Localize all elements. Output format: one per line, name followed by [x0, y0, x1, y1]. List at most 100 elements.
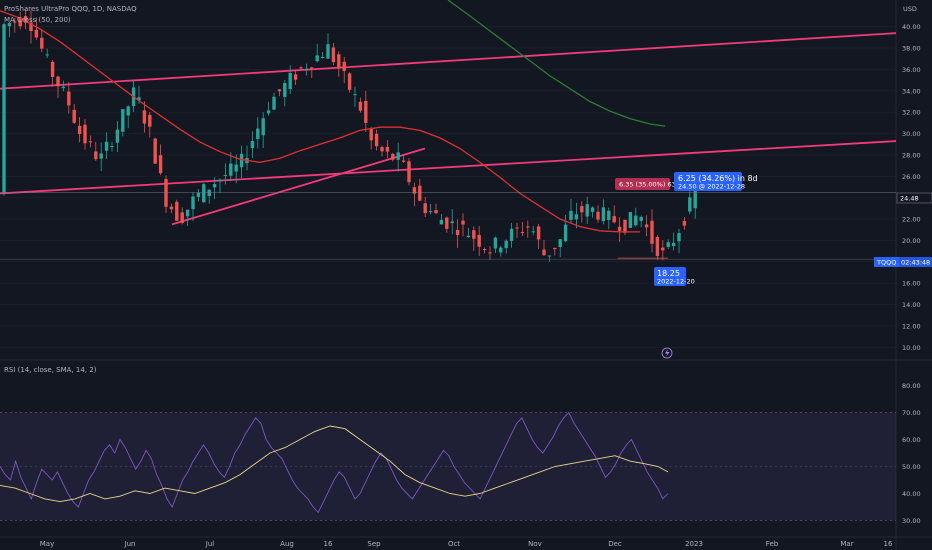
candle — [293, 69, 298, 86]
candle — [450, 209, 454, 235]
price-tick-0: 40.00 — [902, 23, 921, 31]
candle — [212, 177, 217, 199]
candle — [428, 203, 433, 215]
gain-label-subtext: 24.50 @ 2022-12-28 — [678, 183, 745, 191]
candle — [115, 120, 120, 153]
candle — [461, 213, 465, 237]
candle — [277, 88, 282, 97]
candle — [509, 222, 514, 248]
candle — [88, 135, 93, 148]
candle — [56, 75, 60, 99]
candle — [466, 227, 471, 238]
candle — [191, 192, 195, 222]
rsi-sma-line — [0, 425, 669, 503]
candle — [353, 86, 357, 107]
rsi-tick-3: 50.00 — [902, 463, 921, 471]
candle — [445, 216, 449, 233]
candle — [175, 199, 179, 221]
candle — [628, 211, 633, 229]
candle — [542, 239, 546, 256]
candle — [547, 255, 552, 262]
trendline-2[interactable] — [171, 147, 426, 226]
candle — [121, 109, 125, 137]
currency-label: USD — [903, 5, 917, 13]
candle — [2, 22, 6, 196]
candle — [185, 209, 190, 227]
candle — [50, 59, 55, 87]
candle — [472, 226, 476, 251]
candle — [315, 43, 319, 63]
candle — [688, 187, 692, 215]
rsi-tick-0: 80.00 — [902, 382, 921, 390]
price-levels — [0, 192, 896, 260]
candle — [623, 219, 627, 236]
candle — [61, 80, 66, 92]
x-label-5: Sep — [367, 540, 381, 548]
candle — [331, 43, 336, 66]
candle — [180, 207, 184, 225]
symbol-tag-text: TQQQ — [876, 259, 896, 267]
candle — [40, 29, 44, 53]
candle — [202, 183, 206, 204]
candle — [385, 140, 390, 159]
candle — [34, 17, 39, 40]
gain-label[interactable]: 6.25 (34.26%) in 8d 24.50 @ 2022-12-28 — [674, 172, 758, 191]
trendline-0[interactable] — [0, 32, 897, 90]
candle — [18, 11, 22, 30]
x-label-12: 16 — [884, 540, 893, 548]
x-label-0: May — [40, 540, 54, 548]
candle — [612, 205, 616, 224]
candles — [2, 8, 697, 262]
last-price-value: 24.48 — [900, 195, 919, 203]
candle — [304, 63, 309, 76]
candle — [266, 101, 271, 116]
candle — [520, 221, 525, 237]
candle — [401, 154, 406, 163]
candle — [320, 51, 325, 59]
candle — [607, 207, 611, 230]
candle — [234, 154, 238, 184]
candle — [272, 92, 276, 110]
candle — [558, 238, 562, 258]
x-label-7: Nov — [528, 540, 542, 548]
candle — [256, 117, 260, 149]
price-tick-12: 16.00 — [902, 280, 921, 288]
drawdown-label-text: 6.35 (35.00%) 635 — [619, 181, 680, 189]
candle — [650, 209, 654, 253]
candle — [45, 48, 49, 59]
x-label-2: Jul — [205, 540, 215, 548]
trendline-1[interactable] — [0, 140, 897, 195]
low-label[interactable]: 18.25 2022-12-20 — [654, 267, 695, 286]
trendlines[interactable] — [0, 32, 897, 226]
candle — [196, 189, 201, 202]
time-axis[interactable]: May Jun Jul Aug 16 Sep Oct Nov Dec 2023 Feb Mar 16 — [40, 540, 893, 548]
candle — [601, 199, 606, 225]
candle — [104, 132, 109, 159]
lightning-icon[interactable] — [661, 347, 673, 359]
candle — [617, 217, 622, 242]
candle — [412, 182, 417, 207]
candle — [72, 104, 76, 124]
price-tick-9: 22.00 — [902, 216, 921, 224]
candle — [553, 247, 557, 256]
candle — [396, 142, 400, 172]
candle — [326, 33, 330, 59]
candle — [677, 228, 681, 254]
candle — [455, 219, 460, 248]
price-axis[interactable]: 40.00 38.00 36.00 34.00 32.00 30.00 28.00 26.00… — [902, 23, 921, 525]
candle — [229, 152, 233, 182]
candle — [563, 214, 568, 243]
drawdown-label[interactable]: 6.35 (35.00%) 635 — [615, 178, 680, 190]
candle — [380, 145, 384, 157]
candle — [682, 216, 687, 230]
candle — [644, 215, 649, 237]
candle — [439, 214, 444, 225]
candle — [299, 66, 303, 70]
candle — [23, 8, 28, 30]
candle — [482, 247, 487, 254]
low-label-text: 18.25 — [657, 269, 680, 278]
candle — [207, 189, 211, 204]
